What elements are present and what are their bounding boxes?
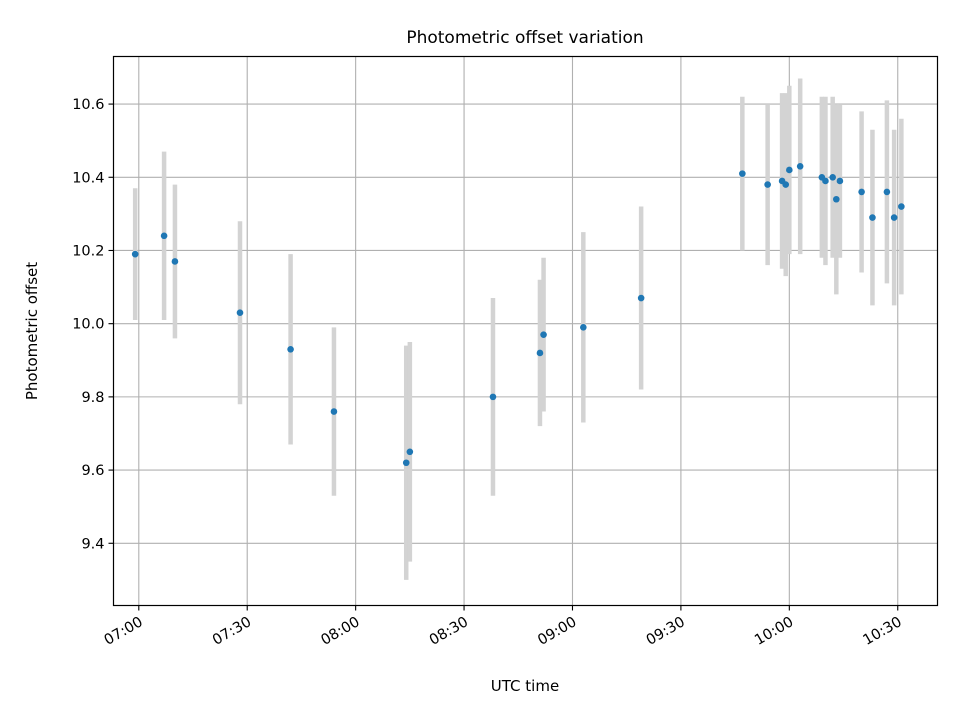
data-point: [131, 250, 139, 258]
data-point: [898, 203, 905, 210]
data-point: [890, 214, 898, 221]
data-point: [858, 188, 865, 196]
y-tick-label: 10.0: [72, 317, 104, 333]
chart-title: Photometric offset variation: [406, 28, 643, 48]
data-point: [836, 177, 844, 185]
data-point: [580, 324, 587, 331]
data-point: [822, 177, 829, 185]
data-point: [287, 346, 294, 353]
data-point: [402, 459, 410, 467]
data-point: [540, 331, 547, 338]
data-point: [883, 188, 891, 196]
y-tick-label: 10.6: [72, 97, 104, 113]
data-point: [171, 258, 179, 265]
data-point: [833, 195, 840, 203]
data-point: [330, 408, 338, 415]
data-point: [406, 448, 414, 456]
data-point: [236, 309, 244, 317]
y-axis-label: Photometric offset: [23, 262, 41, 400]
plot-frame: [112, 55, 939, 607]
data-point: [739, 170, 746, 177]
y-tick-label: 9.8: [81, 390, 104, 406]
y-tick-label: 10.2: [72, 243, 104, 259]
x-axis-label: UTC time: [491, 677, 559, 695]
data-point: [869, 214, 876, 221]
data-points: [131, 163, 905, 467]
data-point: [764, 181, 771, 188]
data-point: [637, 294, 645, 302]
y-tick-label: 9.6: [81, 463, 104, 479]
data-point: [796, 163, 804, 170]
data-point: [160, 232, 168, 240]
data-point: [829, 173, 836, 181]
data-point: [786, 166, 793, 174]
data-point: [536, 349, 544, 357]
data-point: [782, 181, 790, 188]
y-tick-label: 9.4: [81, 536, 104, 552]
y-tick-label: 10.4: [72, 170, 104, 186]
data-point: [489, 393, 497, 401]
